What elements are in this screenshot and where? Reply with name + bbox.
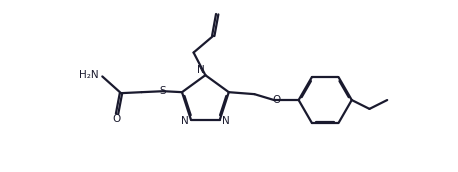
Text: H₂N: H₂N	[79, 71, 98, 80]
Text: N: N	[180, 116, 188, 126]
Text: N: N	[223, 116, 230, 126]
Text: O: O	[272, 95, 280, 105]
Text: O: O	[112, 114, 120, 124]
Text: N: N	[196, 65, 204, 75]
Text: S: S	[159, 86, 166, 96]
